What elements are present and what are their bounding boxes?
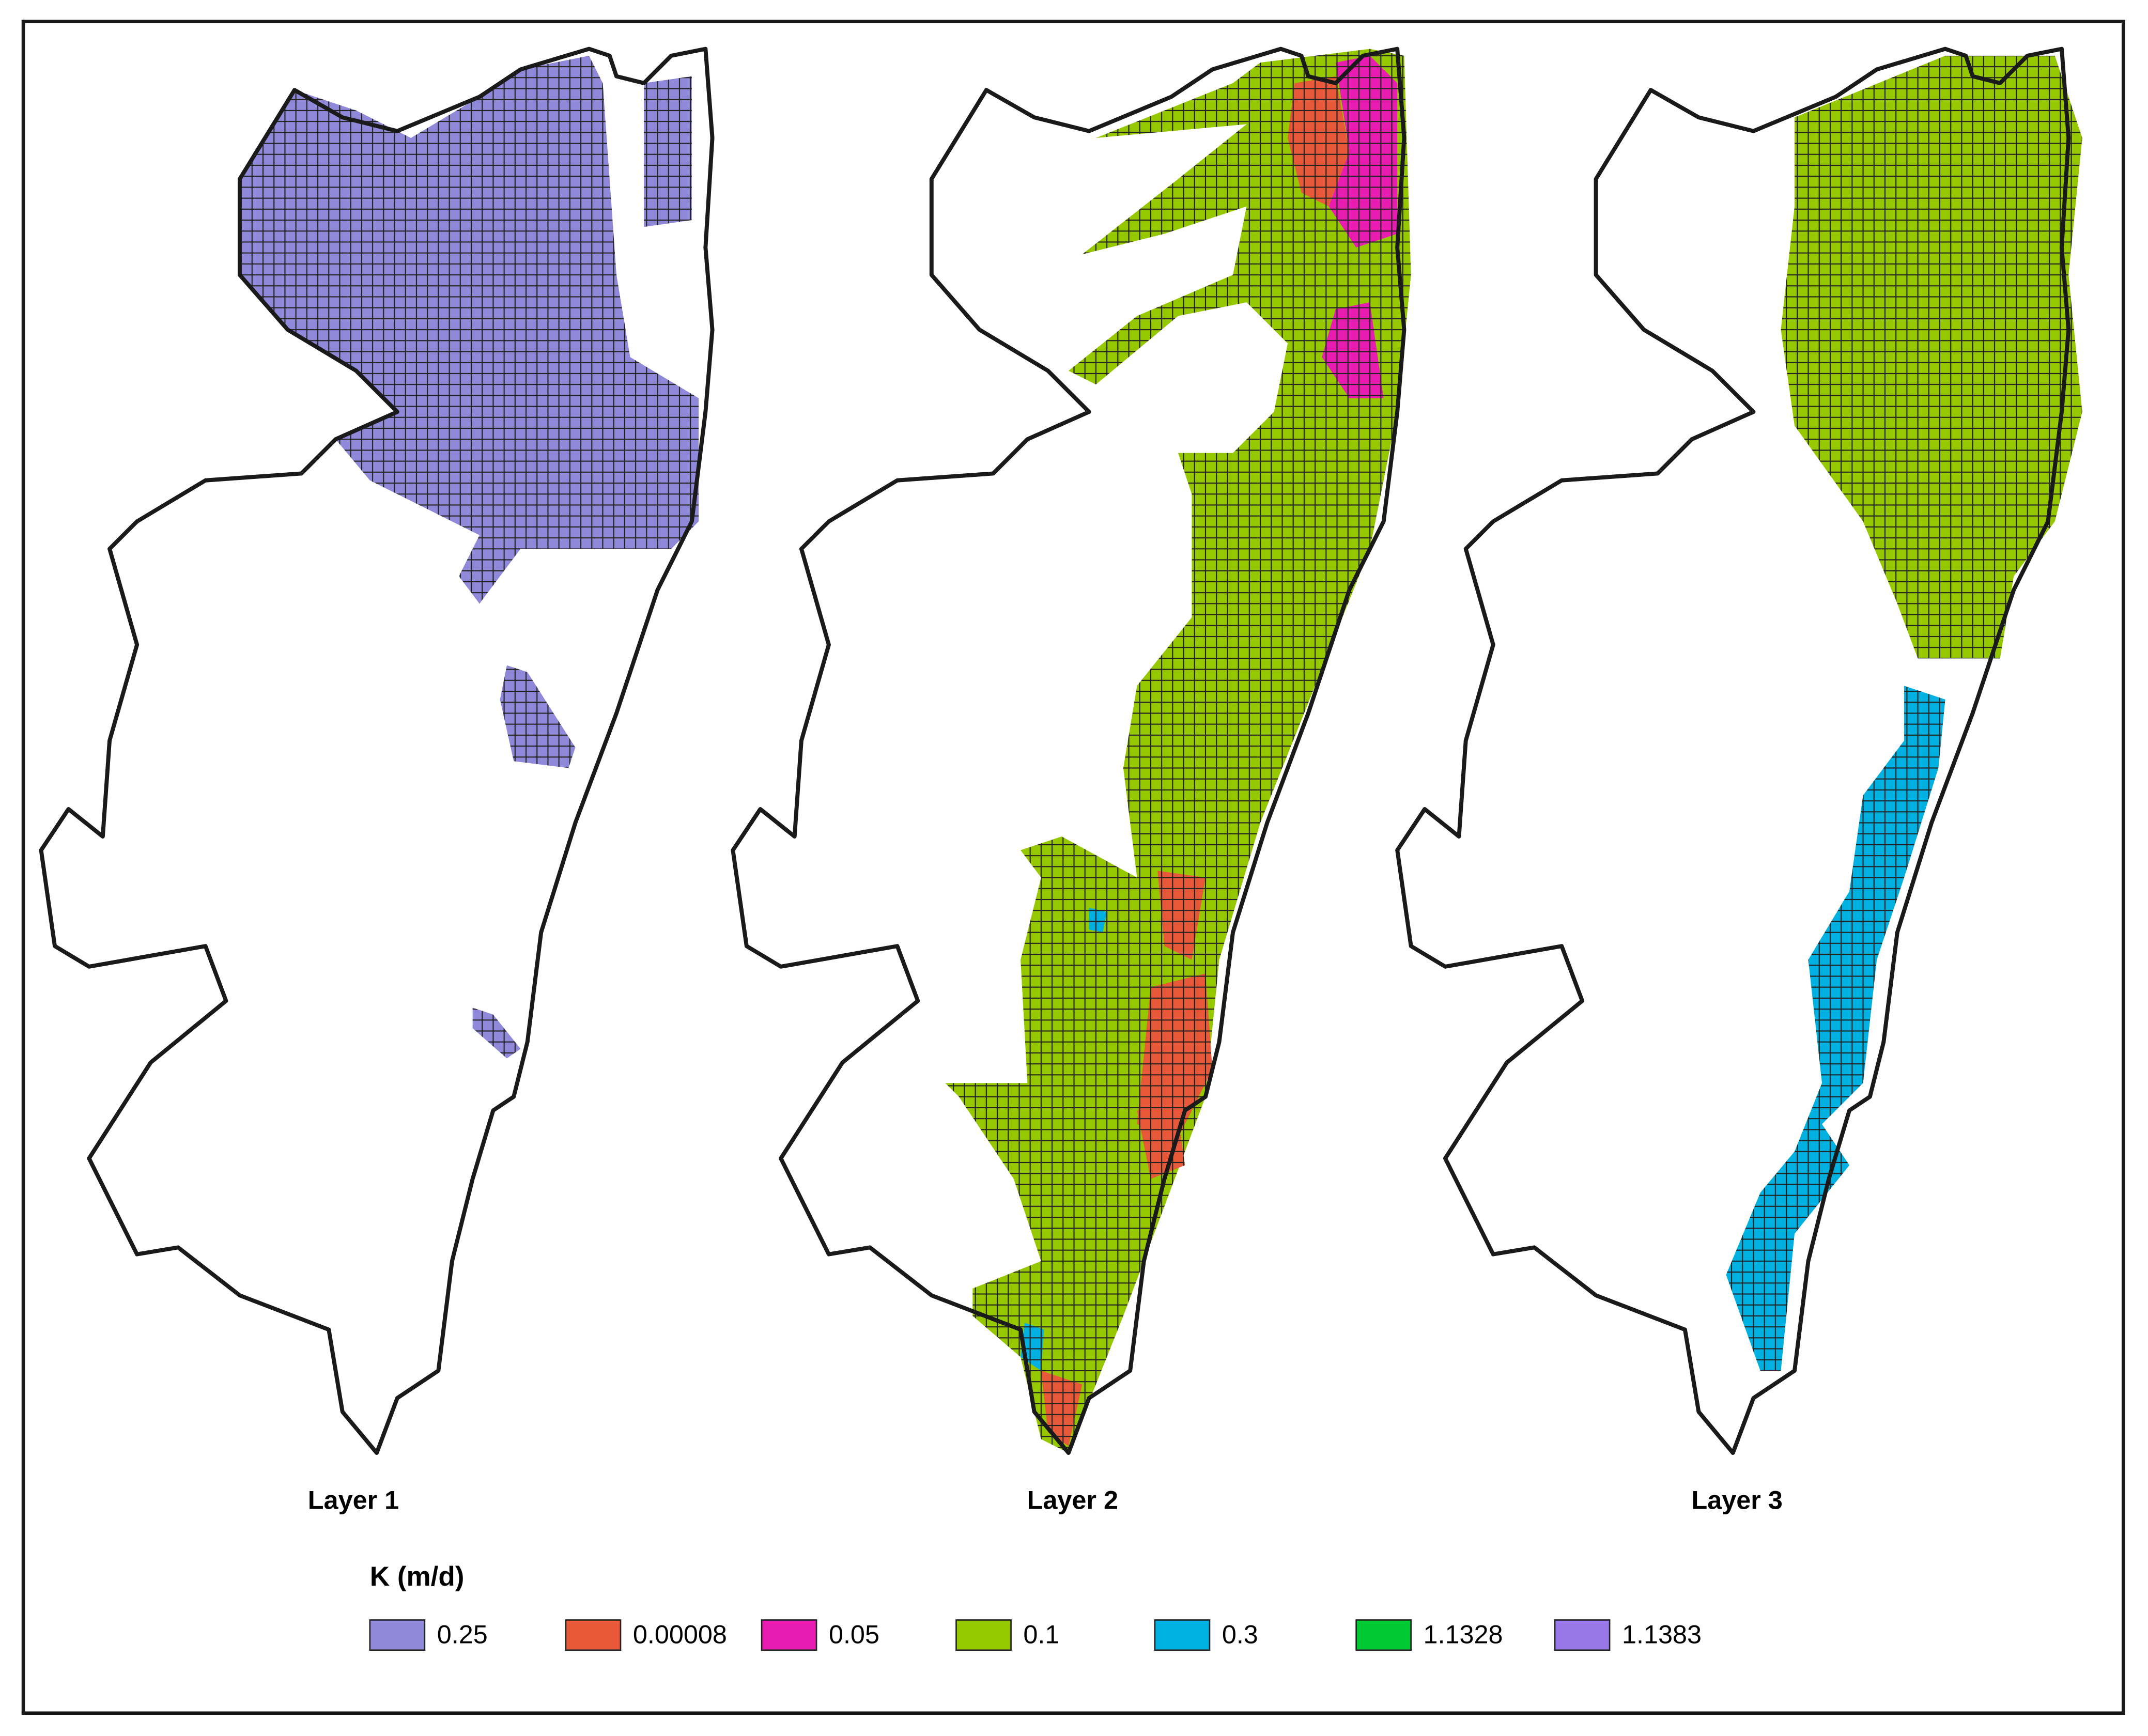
zone [1041,1370,1083,1446]
zone [1137,973,1213,1138]
zone [1137,1110,1185,1179]
zone [1328,55,1398,248]
legend-label: 0.25 [437,1620,488,1649]
legend-title: K (m/d) [370,1561,465,1592]
zone [239,55,699,604]
legend-swatch [1554,1619,1611,1651]
panel-label: Layer 1 [308,1485,399,1515]
legend: 0.25 0.00008 0.05 0.1 0.3 1.1328 1.1383 [369,1619,1702,1651]
map-layer-2 [733,49,1411,1453]
zone [1726,686,1945,1371]
legend-label: 0.00008 [633,1620,727,1649]
legend-label: 1.1328 [1424,1620,1503,1649]
panel-label: Layer 2 [1027,1485,1118,1515]
legend-swatch [761,1619,817,1651]
legend-label: 0.1 [1023,1620,1059,1649]
map-layer-3 [1397,49,2082,1453]
legend-label: 0.05 [829,1620,879,1649]
zone [1157,871,1206,960]
panel-label: Layer 3 [1691,1485,1782,1515]
legend-swatch [1154,1619,1211,1651]
zone [1781,55,2082,659]
zone [644,76,692,227]
zone [500,665,576,768]
legend-label: 1.1383 [1622,1620,1702,1649]
zone [1089,907,1107,933]
legend-swatch [565,1619,622,1651]
zone [1288,76,1350,207]
legend-swatch [369,1619,426,1651]
legend-label: 0.3 [1222,1620,1258,1649]
zone [1322,302,1384,398]
legend-swatch [955,1619,1012,1651]
zone [945,49,1411,1453]
legend-swatch [1355,1619,1412,1651]
map-layer-1 [41,49,713,1453]
zone [472,1008,521,1059]
